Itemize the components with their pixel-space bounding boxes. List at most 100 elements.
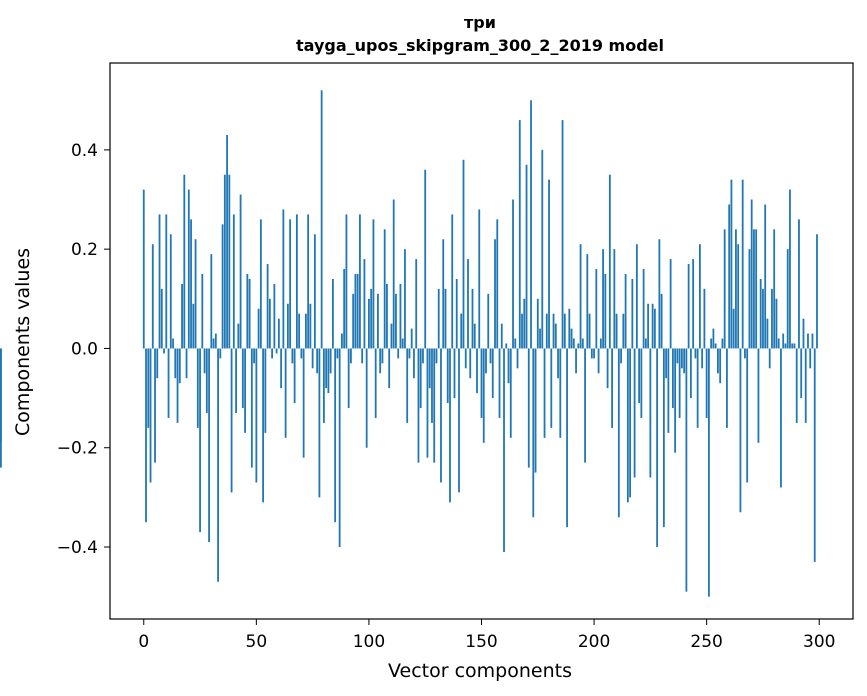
bar xyxy=(708,348,710,597)
chart-title: три xyxy=(464,13,496,32)
bar xyxy=(246,273,249,349)
bar xyxy=(210,254,213,349)
x-axis-ticks: 0 50 100 150 200 250 300 xyxy=(138,619,835,652)
bar xyxy=(658,239,661,349)
bar xyxy=(674,348,677,453)
bar xyxy=(777,338,780,349)
bar xyxy=(782,333,785,349)
bar xyxy=(689,348,692,399)
bar xyxy=(289,219,292,349)
bar xyxy=(712,328,715,349)
bar xyxy=(446,348,449,404)
bar xyxy=(764,204,767,349)
bar xyxy=(491,348,494,399)
bar xyxy=(388,348,391,389)
x-tick-label: 50 xyxy=(246,632,268,652)
bar xyxy=(696,348,699,428)
bar xyxy=(651,303,654,349)
bar xyxy=(142,189,145,349)
bar xyxy=(169,234,172,349)
bar xyxy=(685,348,688,592)
bar xyxy=(509,348,512,438)
bar xyxy=(613,249,616,349)
bar xyxy=(635,244,638,349)
bar xyxy=(559,348,562,438)
bar xyxy=(748,249,751,349)
bar xyxy=(676,348,679,364)
bar xyxy=(577,343,580,349)
bar xyxy=(717,348,719,374)
bar xyxy=(230,348,233,493)
chart-subtitle: tayga_upos_skipgram_300_2_2019 model xyxy=(296,36,664,55)
bar xyxy=(732,308,735,349)
bar xyxy=(730,179,733,349)
bar xyxy=(370,288,373,349)
bar xyxy=(683,348,686,374)
y-axis-label: Components values xyxy=(12,248,34,436)
plot-frame xyxy=(109,62,854,620)
bar xyxy=(451,214,454,349)
bar xyxy=(757,348,760,443)
bar xyxy=(172,338,174,349)
bar xyxy=(692,259,695,349)
bar xyxy=(480,348,483,418)
bar xyxy=(408,348,411,359)
bar xyxy=(300,348,303,359)
bar xyxy=(680,348,683,369)
bar xyxy=(575,348,577,374)
bar xyxy=(638,348,641,404)
bar xyxy=(667,348,670,433)
bar xyxy=(266,264,269,349)
bar xyxy=(185,348,188,379)
bar xyxy=(762,288,764,349)
bar xyxy=(719,348,722,384)
bar xyxy=(437,288,440,349)
bar xyxy=(322,348,325,423)
bar xyxy=(192,303,195,349)
bar xyxy=(383,229,386,349)
bar xyxy=(194,239,197,349)
bar xyxy=(699,244,701,349)
bar xyxy=(352,293,355,349)
bar xyxy=(588,313,591,349)
bar xyxy=(798,219,800,349)
bar xyxy=(611,348,613,428)
bar xyxy=(250,348,253,468)
bar xyxy=(413,348,415,379)
bar xyxy=(291,348,294,364)
bar xyxy=(572,338,575,349)
bar xyxy=(449,348,451,503)
bar xyxy=(244,348,246,433)
bar xyxy=(311,348,314,369)
bar xyxy=(789,189,791,349)
x-tick-label: 250 xyxy=(690,632,722,652)
bar xyxy=(253,348,255,364)
bar xyxy=(791,343,794,349)
bar xyxy=(399,283,402,349)
bar xyxy=(800,348,803,399)
bar xyxy=(534,348,537,473)
bar xyxy=(753,229,755,349)
bar xyxy=(284,348,287,438)
bar xyxy=(440,348,442,483)
x-tick-label: 300 xyxy=(803,632,835,652)
bar xyxy=(212,338,215,349)
bar xyxy=(593,348,595,359)
bar xyxy=(467,259,469,349)
bar xyxy=(255,348,258,483)
bar xyxy=(262,348,264,503)
bar xyxy=(327,348,330,394)
bar xyxy=(597,348,600,374)
bar xyxy=(606,348,609,389)
bar xyxy=(280,348,283,389)
bar xyxy=(190,219,192,349)
bar xyxy=(669,259,672,349)
bar xyxy=(516,348,519,369)
bar xyxy=(226,134,228,349)
bar xyxy=(313,234,316,349)
bar xyxy=(744,348,746,359)
y-tick-label: −0.4 xyxy=(57,538,98,558)
bar xyxy=(458,348,460,493)
bar xyxy=(633,348,636,478)
